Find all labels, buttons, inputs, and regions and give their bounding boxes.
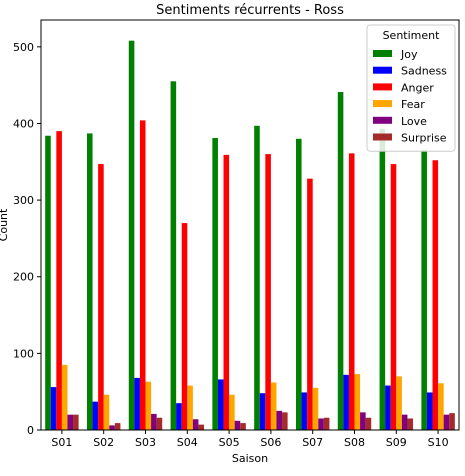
bar-fear-s01 bbox=[62, 365, 68, 430]
bar-joy-s08 bbox=[338, 92, 344, 430]
legend-label-surprise: Surprise bbox=[401, 132, 447, 145]
bar-joy-s09 bbox=[380, 129, 386, 430]
bar-love-s08 bbox=[360, 412, 366, 430]
legend-swatch-love bbox=[373, 117, 392, 124]
bar-fear-s03 bbox=[146, 382, 152, 430]
bar-fear-s09 bbox=[396, 376, 402, 430]
bar-joy-s05 bbox=[212, 138, 218, 430]
x-tick-label: S05 bbox=[219, 436, 240, 449]
bar-love-s02 bbox=[109, 425, 115, 430]
bar-sadness-s09 bbox=[385, 386, 391, 430]
bar-anger-s05 bbox=[224, 155, 230, 430]
legend-swatch-joy bbox=[373, 50, 392, 57]
legend-title: Sentiment bbox=[383, 29, 441, 42]
bar-surprise-s10 bbox=[449, 413, 455, 430]
legend-label-fear: Fear bbox=[401, 98, 425, 111]
bar-joy-s03 bbox=[129, 41, 135, 430]
x-tick-label: S09 bbox=[386, 436, 407, 449]
bar-love-s05 bbox=[235, 421, 241, 430]
x-tick-label: S08 bbox=[344, 436, 365, 449]
bar-love-s01 bbox=[67, 415, 73, 430]
bar-sadness-s08 bbox=[343, 375, 349, 430]
bar-fear-s04 bbox=[187, 386, 193, 430]
bar-sadness-s04 bbox=[176, 403, 182, 430]
bar-sadness-s06 bbox=[260, 393, 266, 430]
x-tick-label: S07 bbox=[302, 436, 323, 449]
bar-joy-s04 bbox=[171, 81, 177, 430]
bar-anger-s04 bbox=[182, 223, 188, 430]
x-tick-label: S03 bbox=[135, 436, 156, 449]
x-tick-label: S10 bbox=[428, 436, 449, 449]
legend-swatch-sadness bbox=[373, 67, 392, 74]
bar-sadness-s07 bbox=[302, 392, 308, 430]
bar-surprise-s01 bbox=[73, 415, 79, 430]
bar-fear-s07 bbox=[313, 388, 319, 430]
legend: Sentiment Joy Sadness Anger Fear Love Surprise bbox=[367, 25, 455, 151]
bar-surprise-s03 bbox=[157, 418, 163, 430]
bar-love-s03 bbox=[151, 414, 157, 430]
bar-sadness-s10 bbox=[427, 392, 433, 430]
bar-surprise-s09 bbox=[407, 419, 413, 431]
bar-love-s06 bbox=[276, 411, 282, 430]
bar-sadness-s01 bbox=[51, 387, 57, 430]
x-tick-label: S06 bbox=[260, 436, 281, 449]
bar-surprise-s06 bbox=[282, 412, 288, 430]
x-tick-label: S04 bbox=[177, 436, 198, 449]
bar-sadness-s03 bbox=[134, 378, 140, 430]
legend-swatch-fear bbox=[373, 100, 392, 107]
bar-love-s07 bbox=[318, 419, 324, 431]
bar-anger-s03 bbox=[140, 120, 146, 430]
bar-fear-s06 bbox=[271, 382, 277, 430]
y-tick-label: 0 bbox=[27, 424, 34, 437]
bar-surprise-s05 bbox=[240, 423, 246, 430]
bar-anger-s06 bbox=[265, 154, 271, 430]
bar-anger-s10 bbox=[433, 160, 439, 430]
bar-love-s09 bbox=[402, 415, 408, 430]
bar-anger-s01 bbox=[56, 131, 62, 430]
y-tick-label: 200 bbox=[13, 271, 34, 284]
bar-surprise-s08 bbox=[366, 418, 372, 430]
legend-label-love: Love bbox=[401, 115, 427, 128]
legend-label-anger: Anger bbox=[401, 81, 434, 94]
bar-joy-s01 bbox=[45, 136, 51, 430]
bar-sadness-s02 bbox=[93, 402, 99, 430]
y-tick-label: 400 bbox=[13, 117, 34, 130]
bar-fear-s08 bbox=[355, 374, 361, 430]
bar-surprise-s04 bbox=[198, 425, 204, 430]
legend-label-sadness: Sadness bbox=[401, 65, 447, 78]
y-tick-label: 100 bbox=[13, 347, 34, 360]
bar-joy-s07 bbox=[296, 139, 302, 430]
x-tick-label: S01 bbox=[51, 436, 72, 449]
bar-love-s10 bbox=[444, 415, 450, 430]
chart-title: Sentiments récurrents - Ross bbox=[156, 3, 344, 18]
y-axis-label: Count bbox=[0, 208, 10, 241]
legend-label-joy: Joy bbox=[400, 48, 418, 61]
bar-love-s04 bbox=[193, 419, 199, 430]
bar-joy-s10 bbox=[421, 150, 427, 430]
bar-fear-s02 bbox=[104, 395, 110, 430]
bar-fear-s10 bbox=[438, 383, 444, 430]
bar-anger-s07 bbox=[307, 179, 313, 430]
bar-joy-s06 bbox=[254, 126, 260, 430]
legend-swatch-surprise bbox=[373, 134, 392, 141]
x-axis: S01 S02 S03 S04 S05 S06 S07 S08 S09 S10 bbox=[51, 430, 448, 449]
bar-fear-s05 bbox=[229, 395, 235, 430]
y-axis: 0 100 200 300 400 500 bbox=[13, 41, 41, 437]
bar-anger-s02 bbox=[98, 164, 104, 430]
y-tick-label: 500 bbox=[13, 41, 34, 54]
bar-joy-s02 bbox=[87, 133, 93, 430]
x-axis-label: Saison bbox=[232, 452, 268, 465]
bar-surprise-s07 bbox=[324, 418, 330, 430]
bar-anger-s09 bbox=[391, 164, 397, 430]
bar-anger-s08 bbox=[349, 153, 355, 430]
x-tick-label: S02 bbox=[93, 436, 114, 449]
legend-swatch-anger bbox=[373, 83, 392, 90]
y-tick-label: 300 bbox=[13, 194, 34, 207]
bar-surprise-s02 bbox=[115, 423, 121, 430]
bar-sadness-s05 bbox=[218, 379, 224, 430]
